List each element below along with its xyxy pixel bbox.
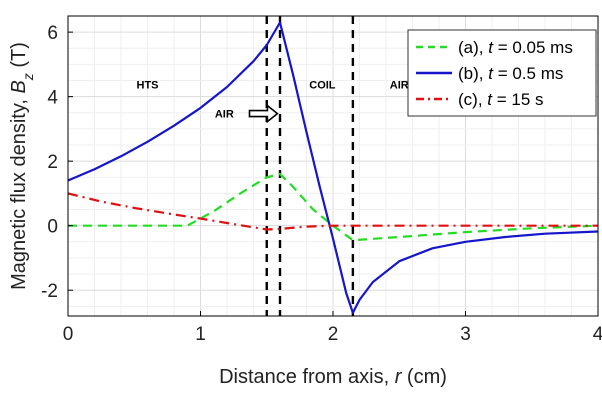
y-tick-label: 4 [47, 88, 58, 109]
y-tick-label: 0 [47, 217, 58, 238]
y-axis-label: Magnetic flux density, Bz (T) [8, 42, 36, 290]
x-tick-label: 1 [195, 324, 206, 345]
region-labels: HTS AIR COIL AIR [137, 80, 409, 124]
legend-label-3: (c), t = 15 s [458, 90, 544, 109]
x-tick-label: 0 [63, 324, 74, 345]
x-tick-label: 4 [593, 324, 602, 345]
axis-ticks: 0 1 2 3 4 -2 0 2 4 6 [41, 23, 602, 345]
y-tick-label: 2 [47, 152, 58, 173]
x-tick-label: 3 [460, 324, 471, 345]
region-label: COIL [309, 80, 336, 92]
y-tick-label: 6 [47, 23, 58, 44]
axis-labels: Distance from axis, r (cm) Magnetic flux … [8, 42, 447, 388]
region-label: HTS [137, 80, 159, 92]
x-axis-label: Distance from axis, r (cm) [219, 366, 447, 388]
y-tick-label: -2 [41, 281, 58, 302]
legend-label-2: (b), t = 0.5 ms [458, 64, 563, 83]
legend-label-1: (a), t = 0.05 ms [458, 38, 573, 57]
legend: (a), t = 0.05 ms (b), t = 0.5 ms (c), t = … [407, 29, 597, 117]
series-line-1 [68, 173, 599, 242]
region-label: AIR [215, 109, 234, 121]
series-line-2 [67, 21, 599, 314]
arrow-icon [248, 103, 279, 124]
x-tick-label: 2 [328, 324, 339, 345]
region-boundaries [265, 16, 355, 316]
series-line-3 [67, 192, 598, 231]
region-label: AIR [390, 80, 409, 92]
series-lines [67, 21, 599, 314]
